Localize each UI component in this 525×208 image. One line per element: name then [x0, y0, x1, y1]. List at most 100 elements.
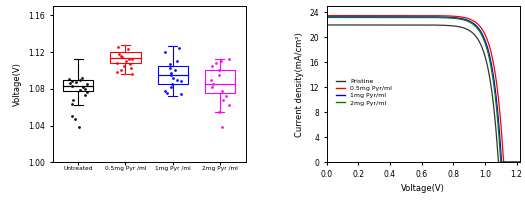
- Point: [75, 126, 83, 129]
- 1mg Pyr/ml: [478, 30, 484, 33]
- Point: [76, 78, 85, 81]
- Point: [169, 76, 177, 79]
- Point: [173, 60, 182, 63]
- 0.5mg Pyr/ml: [478, 26, 484, 28]
- Point: [114, 45, 122, 48]
- 2mg Pyr/ml: [478, 32, 484, 35]
- 1mg Pyr/ml: [474, 26, 480, 28]
- Point: [113, 71, 121, 74]
- Point: [172, 78, 181, 81]
- Y-axis label: Voltage(V): Voltage(V): [14, 62, 23, 106]
- Point: [177, 80, 185, 83]
- Point: [209, 83, 217, 86]
- Point: [167, 83, 176, 86]
- Point: [207, 78, 215, 81]
- Point: [208, 85, 217, 89]
- Point: [112, 62, 121, 65]
- 0.5mg Pyr/ml: [343, 14, 350, 17]
- Point: [177, 93, 185, 96]
- 1mg Pyr/ml: [408, 16, 415, 18]
- Line: 1mg Pyr/ml: 1mg Pyr/ml: [327, 17, 520, 162]
- Point: [128, 72, 136, 76]
- Point: [166, 72, 175, 75]
- Pristine: [323, 24, 330, 26]
- Point: [70, 118, 79, 121]
- Bar: [64, 80, 93, 91]
- Point: [167, 85, 175, 89]
- Point: [166, 66, 174, 69]
- Point: [171, 69, 179, 72]
- Point: [68, 103, 77, 106]
- Point: [81, 87, 89, 90]
- Point: [166, 73, 175, 77]
- 1mg Pyr/ml: [402, 16, 408, 18]
- 2mg Pyr/ml: [323, 16, 330, 19]
- 1mg Pyr/ml: [517, 161, 523, 163]
- Point: [207, 64, 216, 68]
- Pristine: [496, 161, 502, 163]
- 2mg Pyr/ml: [408, 16, 415, 19]
- Line: 2mg Pyr/ml: 2mg Pyr/ml: [327, 17, 520, 162]
- Point: [68, 84, 76, 88]
- Bar: [110, 52, 141, 63]
- Point: [216, 60, 225, 63]
- Point: [218, 98, 227, 102]
- Point: [124, 58, 133, 61]
- Point: [69, 98, 77, 102]
- Point: [83, 91, 91, 94]
- Point: [76, 88, 85, 91]
- Point: [68, 80, 76, 83]
- Point: [68, 115, 77, 118]
- Point: [212, 62, 220, 65]
- Point: [83, 83, 91, 86]
- 2mg Pyr/ml: [474, 27, 480, 30]
- 1mg Pyr/ml: [343, 16, 350, 18]
- Point: [214, 69, 223, 72]
- Bar: [205, 71, 235, 93]
- Point: [215, 73, 223, 77]
- Line: Pristine: Pristine: [327, 25, 520, 162]
- Line: 0.5mg Pyr/ml: 0.5mg Pyr/ml: [327, 16, 520, 162]
- Point: [118, 55, 127, 58]
- Point: [117, 54, 125, 57]
- Point: [123, 48, 132, 51]
- Point: [215, 110, 223, 113]
- Pristine: [408, 24, 415, 26]
- 0.5mg Pyr/ml: [408, 14, 415, 17]
- Point: [79, 85, 87, 89]
- Pristine: [402, 24, 408, 26]
- X-axis label: Voltage(V): Voltage(V): [401, 184, 445, 193]
- Pristine: [456, 26, 463, 28]
- Point: [166, 62, 174, 66]
- Point: [222, 94, 230, 98]
- 0.5mg Pyr/ml: [500, 161, 507, 163]
- Pristine: [478, 43, 484, 46]
- Point: [66, 82, 74, 85]
- Point: [218, 89, 226, 92]
- Bar: [158, 66, 187, 84]
- Point: [175, 47, 183, 50]
- 2mg Pyr/ml: [402, 16, 408, 19]
- 0.5mg Pyr/ml: [323, 14, 330, 17]
- Point: [80, 94, 89, 97]
- 0.5mg Pyr/ml: [474, 22, 480, 25]
- Point: [127, 66, 135, 69]
- Y-axis label: Current density(mA/cm²): Current density(mA/cm²): [295, 32, 304, 137]
- Pristine: [517, 161, 523, 163]
- 0.5mg Pyr/ml: [402, 14, 408, 17]
- 2mg Pyr/ml: [456, 18, 463, 20]
- Point: [161, 51, 170, 54]
- Pristine: [343, 24, 350, 26]
- 1mg Pyr/ml: [323, 16, 330, 18]
- Point: [218, 126, 226, 129]
- 2mg Pyr/ml: [343, 16, 350, 19]
- Point: [163, 92, 172, 95]
- Point: [117, 69, 125, 72]
- 2mg Pyr/ml: [498, 161, 504, 163]
- Point: [225, 104, 233, 107]
- Pristine: [474, 37, 480, 40]
- Point: [122, 60, 131, 63]
- Point: [128, 57, 136, 60]
- Legend: Pristine, 0.5mg Pyr/ml, 1mg Pyr/ml, 2mg Pyr/ml: Pristine, 0.5mg Pyr/ml, 1mg Pyr/ml, 2mg …: [334, 77, 394, 107]
- Point: [65, 77, 74, 80]
